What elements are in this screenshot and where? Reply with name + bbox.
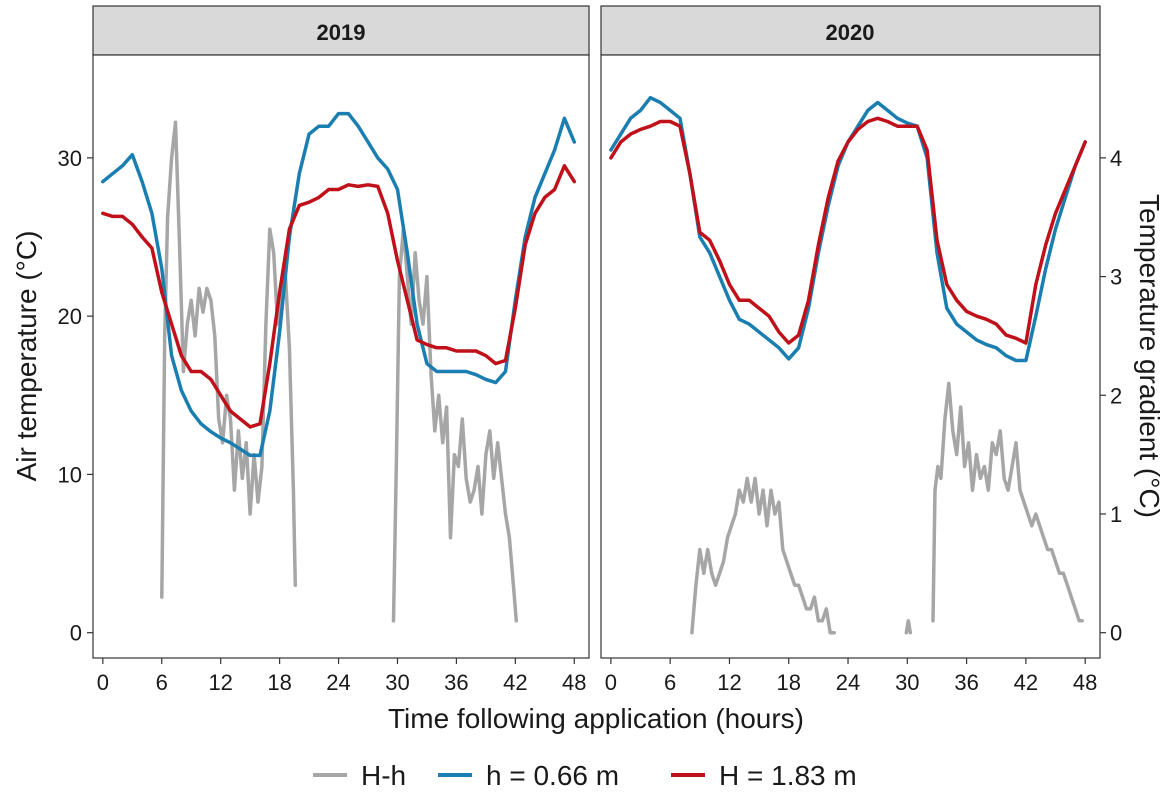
series-line-hh [931,381,1084,623]
x-axis: 0 6 12 18 24 30 36 42 48 [605,658,1097,695]
x-tick-label: 36 [444,670,468,695]
right-y-tick-label: 3 [1110,265,1122,290]
x-tick-label: 42 [503,670,527,695]
x-tick-label: 36 [954,670,978,695]
x-tick-label: 12 [717,670,741,695]
left-y-axis-title: Air temperature (°C) [11,231,42,482]
strip-background [600,5,1101,56]
plot-lines [609,95,1087,635]
left-y-tick-label: 10 [58,462,82,487]
x-tick-label: 6 [664,670,676,695]
x-tick-label: 48 [1073,670,1097,695]
x-tick-label: 18 [777,670,801,695]
right-y-axis-title: Temperature gradient (°C) [1134,194,1165,518]
series-line-hh [690,476,836,635]
x-axis: 0 6 12 18 24 30 36 42 48 [97,658,587,695]
right-y-tick-label: 0 [1110,621,1122,646]
legend-label-h-low: h = 0.66 m [486,760,619,791]
strip-background [92,5,590,56]
left-y-tick-label: 20 [58,304,82,329]
right-y-axis: 0 1 2 3 4 [1100,146,1122,646]
legend-label-hh: H-h [361,760,406,791]
right-y-tick-label: 4 [1110,146,1122,171]
x-tick-label: 30 [895,670,919,695]
panel-2019: 2019 0 6 12 18 24 30 36 42 48 [92,5,590,695]
panel-2020: 2020 0 6 12 18 24 30 36 42 48 [600,5,1101,695]
x-tick-label: 0 [605,670,617,695]
series-line-hh [904,619,913,635]
x-axis-title: Time following application (hours) [388,703,804,734]
plot-area [92,54,590,659]
strip-label: 2019 [317,20,366,45]
plot-area [600,54,1101,659]
left-y-tick-label: 0 [70,621,82,646]
strip-label: 2020 [826,20,875,45]
plot-lines [101,111,577,623]
series-line-h-low [101,111,577,458]
x-tick-label: 12 [208,670,232,695]
x-tick-label: 6 [156,670,168,695]
x-tick-label: 24 [326,670,350,695]
right-y-tick-label: 1 [1110,502,1122,527]
legend: H-h h = 0.66 m H = 1.83 m [313,760,857,791]
x-tick-label: 0 [97,670,109,695]
right-y-tick-label: 2 [1110,383,1122,408]
x-tick-label: 42 [1014,670,1038,695]
series-line-h-high [101,164,577,429]
x-tick-label: 48 [562,670,586,695]
x-tick-label: 30 [385,670,409,695]
x-tick-label: 18 [267,670,291,695]
legend-label-h-high: H = 1.83 m [719,760,857,791]
series-line-h-high [609,116,1087,345]
left-y-tick-label: 30 [58,146,82,171]
x-tick-label: 24 [836,670,860,695]
left-y-axis: 0 10 20 30 [58,146,93,646]
